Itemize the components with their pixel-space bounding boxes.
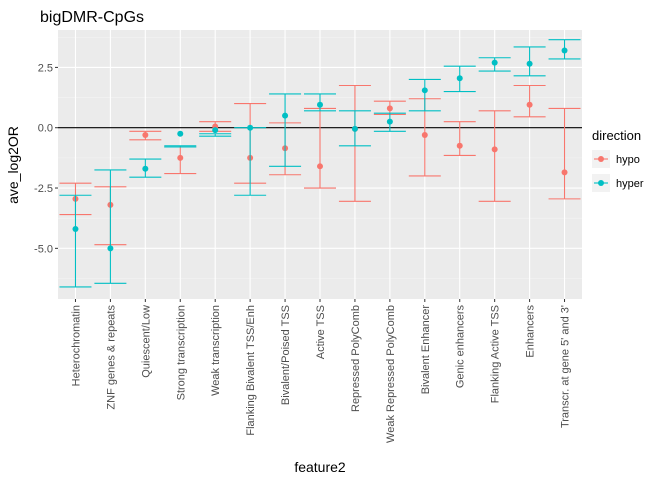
data-point-hyper [212, 127, 219, 134]
x-tick-label: Enhancers [525, 305, 537, 358]
data-point-hypo [456, 142, 463, 149]
series-layer [59, 39, 581, 288]
data-point-hyper [107, 245, 114, 252]
data-point-hypo [526, 101, 533, 108]
y-axis-label: ave_log2OR [5, 126, 21, 204]
x-axis-label: feature2 [294, 459, 346, 475]
data-point-hypo [561, 169, 568, 176]
data-point-hypo [177, 154, 184, 161]
x-tick-label: Bivalent Enhancer [420, 305, 432, 395]
x-tick-label: Heterochromatin [70, 305, 82, 386]
x-tick-label: Weak transcription [210, 305, 222, 396]
y-axis: -5.0 -2.5 0.0 2.5 [34, 62, 58, 255]
x-tick-label: Active TSS [315, 305, 327, 359]
data-point-hyper [491, 59, 498, 66]
data-point-hypo [421, 131, 428, 138]
x-tick-label: ZNF genes & repeats [105, 305, 117, 410]
x-tick-label: Bivalent/Poised TSS [280, 305, 292, 405]
y-tick-label: 0.0 [38, 123, 53, 135]
data-point-hyper [351, 125, 358, 132]
data-point-hyper [561, 47, 568, 54]
legend-key-point [598, 180, 604, 186]
x-tick-label: Weak Repressed PolyComb [385, 305, 397, 443]
x-tick-label: Repressed PolyComb [350, 305, 362, 412]
data-point-hyper [282, 112, 289, 119]
data-point-hyper [526, 60, 533, 67]
x-tick-label: Flanking Active TSS [490, 305, 502, 403]
data-point-hyper [386, 118, 393, 125]
series-hyper [59, 39, 581, 288]
legend: direction hypo hyper [592, 128, 644, 192]
data-point-hypo [142, 131, 149, 138]
data-point-hyper [317, 101, 323, 108]
legend-entry-label: hyper [616, 178, 644, 190]
y-tick-label: 2.5 [38, 62, 53, 74]
x-tick-label: Genic enhancers [455, 305, 467, 389]
legend-title: direction [592, 128, 641, 143]
y-tick-label: -2.5 [34, 183, 53, 195]
x-axis: Heterochromatin ZNF genes & repeats Quiesc… [70, 299, 572, 443]
data-point-hypo [491, 146, 498, 153]
legend-entry-label: hypo [616, 154, 640, 166]
x-tick-label: Transcr. at gene 5' and 3' [560, 305, 572, 428]
data-point-hyper [72, 226, 79, 233]
legend-key-point [598, 156, 604, 162]
chart-title: bigDMR-CpGs [40, 9, 144, 26]
x-tick-label: Quiescent/Low [140, 305, 152, 378]
data-point-hyper [247, 124, 254, 131]
data-point-hyper [421, 87, 428, 94]
x-tick-label: Flanking Bivalent TSS/Enh [245, 305, 257, 436]
data-point-hypo [386, 105, 393, 112]
data-point-hypo [317, 163, 323, 170]
data-point-hyper [177, 130, 184, 137]
x-tick-label: Strong transcription [175, 305, 187, 400]
y-tick-label: -5.0 [34, 243, 53, 255]
data-point-hyper [456, 75, 463, 82]
data-point-hyper [142, 165, 149, 172]
